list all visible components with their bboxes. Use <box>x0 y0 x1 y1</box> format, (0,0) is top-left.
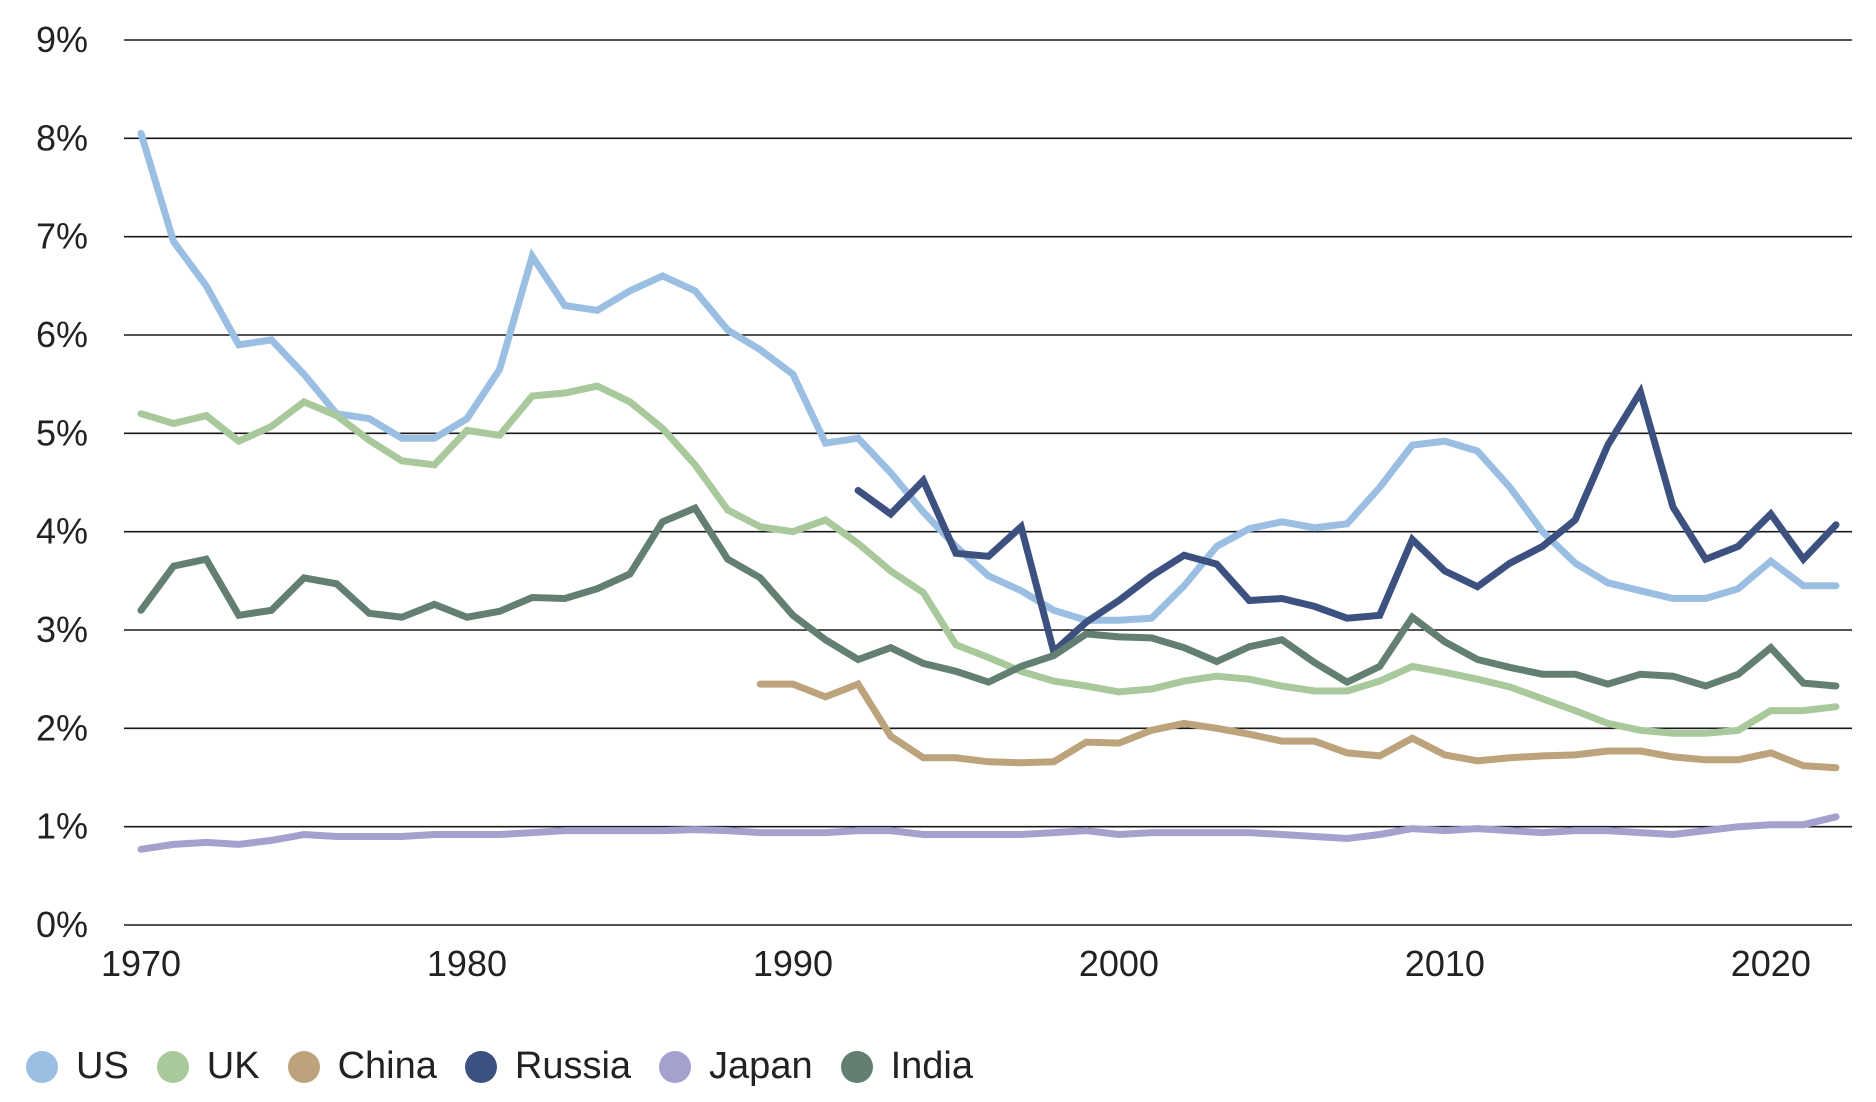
legend-swatch <box>659 1050 692 1083</box>
grid-lines <box>124 39 1852 926</box>
y-tick-label: 7% <box>36 216 88 257</box>
y-tick-label: 1% <box>36 806 88 847</box>
x-tick-label: 2000 <box>1079 943 1159 984</box>
legend-label: Japan <box>709 1045 813 1087</box>
y-tick-label: 6% <box>36 314 88 355</box>
series-lines <box>137 129 1840 853</box>
y-tick-label: 2% <box>36 707 88 748</box>
y-tick-label: 0% <box>36 904 88 945</box>
series-line-russia <box>854 383 1840 659</box>
x-tick-label: 1970 <box>101 943 181 984</box>
legend-item-japan: Japan <box>659 1045 813 1088</box>
series-line-india <box>137 503 1840 690</box>
legend-label: India <box>890 1045 973 1087</box>
legend-label: UK <box>206 1045 260 1087</box>
x-axis-ticks: 1970 1980 1990 2000 2010 2020 <box>101 943 1811 984</box>
legend-swatch <box>26 1050 58 1083</box>
y-axis-ticks: 0% 1% 2% 3% 4% 5% 6% 7% 8% 9% <box>36 19 88 945</box>
legend-swatch <box>156 1050 189 1083</box>
y-tick-label: 4% <box>36 511 88 552</box>
x-tick-label: 1990 <box>753 943 833 984</box>
series-line-us <box>137 129 1840 624</box>
legend-item-china: China <box>287 1045 437 1088</box>
legend-label: Russia <box>514 1045 632 1087</box>
y-tick-label: 9% <box>36 19 88 60</box>
legend-swatch <box>464 1050 497 1083</box>
series-line-china <box>756 679 1840 772</box>
y-tick-label: 5% <box>36 412 88 453</box>
legend-item-uk: UK <box>156 1045 260 1088</box>
legend-swatch <box>287 1050 320 1083</box>
x-tick-label: 2010 <box>1405 943 1485 984</box>
legend-swatch <box>840 1050 873 1083</box>
series-line-uk <box>137 382 1840 737</box>
x-tick-label: 1980 <box>427 943 507 984</box>
series-line-japan <box>137 813 1840 853</box>
legend: US UK China Russia Japan India <box>26 1045 1001 1088</box>
legend-label: China <box>337 1045 437 1087</box>
legend-label: US <box>76 1045 129 1087</box>
legend-item-us: US <box>26 1045 129 1088</box>
y-tick-label: 8% <box>36 117 88 158</box>
legend-item-russia: Russia <box>464 1045 632 1088</box>
legend-item-india: India <box>840 1045 973 1088</box>
x-tick-label: 2020 <box>1731 943 1811 984</box>
y-tick-label: 3% <box>36 609 88 650</box>
